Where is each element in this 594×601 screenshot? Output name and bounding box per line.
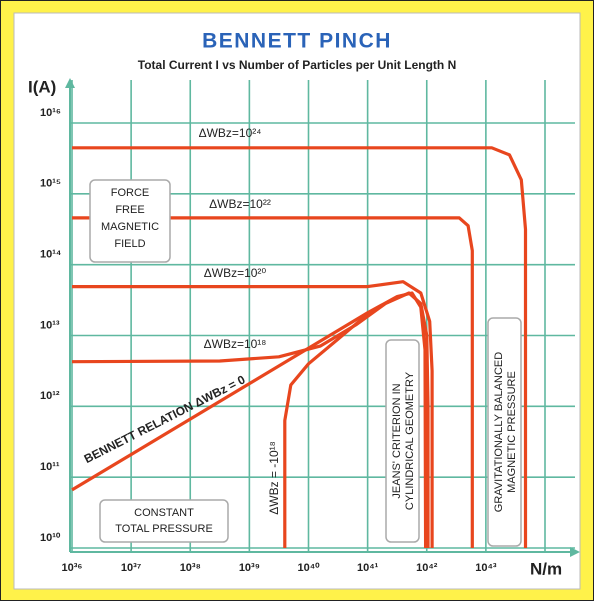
- x-tick-label: 10³⁹: [239, 562, 260, 574]
- y-tick-label: 10¹³: [40, 319, 60, 331]
- annotations: FORCE FREE MAGNETIC FIELD CONSTANT TOTAL PRES…: [89, 179, 522, 547]
- curve-label: ΔWBz = -10¹⁸: [267, 441, 281, 514]
- x-tick-label: 10⁴¹: [357, 562, 379, 574]
- annotation-box: [99, 499, 229, 543]
- annotation-box: [487, 317, 522, 547]
- annotation: JEANS' CRITERION IN: [391, 383, 403, 498]
- y-tick-label: 10¹⁶: [40, 107, 61, 119]
- x-axis-label: N/m: [530, 559, 562, 578]
- annotation-box: [385, 339, 420, 543]
- chart-subtitle: Total Current I vs Number of Particles p…: [138, 58, 457, 72]
- annotation: FIELD: [114, 238, 145, 250]
- y-axis-label: I(A): [28, 77, 56, 96]
- y-tick-label: 10¹⁴: [40, 249, 61, 261]
- curve: [72, 280, 434, 548]
- annotation: CONSTANT: [134, 507, 194, 519]
- annotation: TOTAL PRESSURE: [115, 523, 213, 535]
- chart-title: BENNETT PINCH: [202, 30, 392, 53]
- curve-label: ΔWBz=10²⁴: [199, 126, 262, 140]
- x-tick-label: 10⁴⁰: [297, 562, 320, 574]
- annotation: FREE: [115, 204, 144, 216]
- y-tick-label: 10¹¹: [40, 461, 60, 473]
- curve-label: ΔWBz=10¹⁸: [204, 337, 267, 351]
- annotation: MAGNETIC PRESSURE: [506, 371, 518, 493]
- x-tick-label: 10³⁶: [62, 562, 83, 574]
- curve: [72, 216, 474, 548]
- y-tick-label: 10¹²: [40, 390, 60, 402]
- curve-label: ΔWBz=10²⁰: [204, 266, 267, 280]
- annotation: FORCE: [111, 187, 150, 199]
- y-axis-arrow: [65, 78, 75, 88]
- curve: [71, 291, 428, 549]
- grid: 10³⁶ 10³⁷ 10³⁸ 10³⁹ 10⁴⁰ 10⁴¹ 10⁴² 10⁴³ 10¹⁰ 10¹¹…: [40, 78, 580, 574]
- x-tick-label: 10³⁷: [121, 562, 142, 574]
- annotation: GRAVITATIONALLY BALANCED: [493, 352, 505, 512]
- curve: [72, 146, 528, 548]
- annotation: CYLINDRICAL GEOMETRY: [404, 371, 416, 510]
- curve-label: ΔWBz=10²²: [209, 197, 271, 211]
- x-tick-label: 10⁴²: [416, 562, 438, 574]
- annotation: MAGNETIC: [101, 221, 159, 233]
- x-axis-arrow: [570, 547, 580, 557]
- x-tick-label: 10⁴³: [475, 562, 497, 574]
- annotation-box: [89, 179, 171, 263]
- x-tick-label: 10³⁸: [180, 562, 201, 574]
- curve: [283, 312, 369, 548]
- y-tick-label: 10¹⁵: [40, 178, 61, 190]
- y-tick-label: 10¹⁰: [40, 532, 61, 544]
